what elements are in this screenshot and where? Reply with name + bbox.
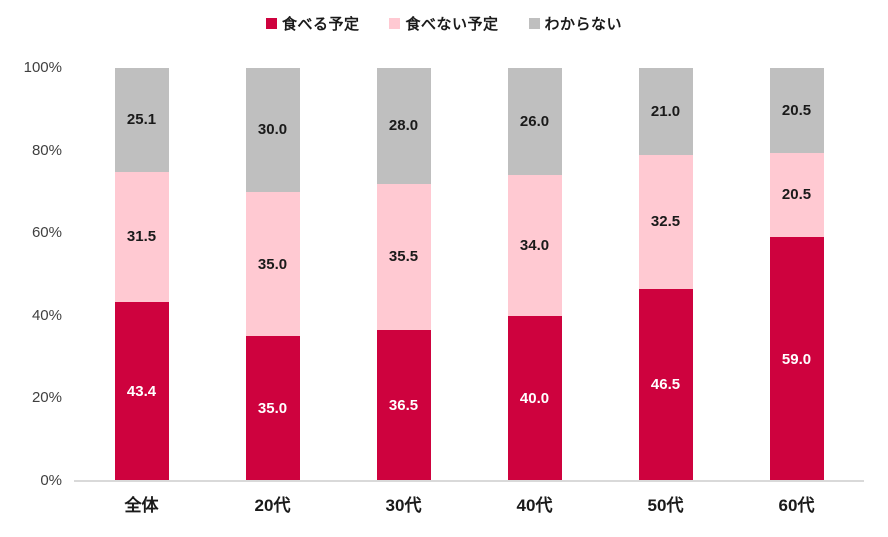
x-axis-category-label: 40代	[516, 496, 553, 515]
bar-column: 21.0 32.5 46.5	[638, 68, 693, 481]
bar-slot: 21.0 32.5 46.5	[600, 68, 731, 481]
x-axis-category-label: 50代	[647, 496, 684, 515]
bar-segment: 36.5	[376, 330, 431, 481]
y-axis-tick-label: 40%	[31, 306, 62, 324]
bar-column: 28.0 35.5 36.5	[376, 68, 431, 481]
y-axis-tick-label: 80%	[31, 141, 62, 159]
x-axis-category-label: 60代	[778, 496, 815, 515]
bar-segment-label: 43.4	[126, 382, 157, 400]
bar-segment-label: 20.5	[781, 186, 812, 204]
bar-segment-label: 36.5	[388, 397, 419, 415]
bar-segment: 25.1	[114, 68, 169, 172]
y-axis-tick-label: 20%	[31, 389, 62, 407]
bar-segment: 43.4	[114, 301, 169, 481]
bar-segment-label: 26.0	[519, 113, 550, 131]
bar-segment: 20.5	[769, 152, 824, 238]
bar-slot: 30.0 35.0 35.0	[207, 68, 338, 481]
x-axis-category-label: 全体	[124, 496, 159, 515]
bar-segment-label: 31.5	[126, 228, 157, 246]
legend-color-swatch-icon	[265, 18, 277, 29]
plot-area: 25.1 31.5 43.4 30.0 35.0 35.0 28.0 35.5 36.5 26.0…	[76, 68, 862, 481]
bar-slot: 26.0 34.0 40.0	[469, 68, 600, 481]
bar-segment: 46.5	[638, 288, 693, 481]
legend-item: わからない	[528, 13, 623, 34]
bar-segment: 28.0	[376, 68, 431, 184]
bar-segment-label: 34.0	[519, 237, 550, 255]
bar-slot: 25.1 31.5 43.4	[76, 68, 207, 481]
bar-segment-label: 25.1	[126, 111, 157, 129]
bar-slot: 20.5 20.5 59.0	[731, 68, 862, 481]
bar-segment-label: 46.5	[650, 376, 681, 394]
y-axis-tick-label: 0%	[40, 472, 62, 489]
bar-segment: 34.0	[507, 175, 562, 316]
bar-segment-label: 28.0	[388, 117, 419, 135]
bar-segment-label: 32.5	[650, 213, 681, 231]
bar-slot: 28.0 35.5 36.5	[338, 68, 469, 481]
legend-label: わからない	[544, 16, 623, 33]
x-axis-line	[74, 480, 864, 482]
bar-segment-label: 59.0	[781, 350, 812, 368]
legend-label: 食べる予定	[281, 16, 360, 33]
bar-segment: 21.0	[638, 68, 693, 155]
bar-column: 30.0 35.0 35.0	[245, 68, 300, 481]
bar-segment: 59.0	[769, 237, 824, 481]
bar-segment: 30.0	[245, 68, 300, 192]
chart-legend: 食べる予定 食べない予定 わからない	[0, 13, 888, 34]
y-axis-tick-label: 100%	[23, 59, 62, 76]
bar-segment: 26.0	[507, 68, 562, 176]
bar-column: 20.5 20.5 59.0	[769, 68, 824, 481]
bar-segment: 32.5	[638, 154, 693, 289]
x-axis-category-label: 20代	[254, 496, 291, 515]
bar-segment: 35.0	[245, 191, 300, 337]
bar-segment-label: 30.0	[257, 121, 288, 139]
bar-column: 26.0 34.0 40.0	[507, 68, 562, 481]
x-axis-category-labels: 全体 20代 30代 40代 50代 60代	[76, 491, 862, 516]
bar-segment-label: 35.0	[257, 400, 288, 418]
bar-column: 25.1 31.5 43.4	[114, 68, 169, 481]
bar-segment: 40.0	[507, 315, 562, 481]
bar-segment-label: 35.5	[388, 248, 419, 266]
bar-segment-label: 35.0	[257, 255, 288, 273]
bar-segment: 35.0	[245, 336, 300, 481]
bar-segment-label: 40.0	[519, 389, 550, 407]
legend-label: 食べない予定	[405, 16, 499, 33]
legend-color-swatch-icon	[389, 18, 401, 29]
bar-segment-label: 20.5	[781, 101, 812, 119]
bar-segment: 35.5	[376, 183, 431, 331]
x-axis-category-label: 30代	[385, 496, 422, 515]
legend-item: 食べない予定	[389, 13, 498, 34]
bar-segment: 20.5	[769, 68, 824, 153]
bar-segment: 31.5	[114, 171, 169, 302]
legend-color-swatch-icon	[528, 18, 540, 29]
legend-item: 食べる予定	[265, 13, 360, 34]
y-axis-tick-label: 60%	[31, 224, 62, 242]
bar-segment-label: 21.0	[650, 102, 681, 120]
